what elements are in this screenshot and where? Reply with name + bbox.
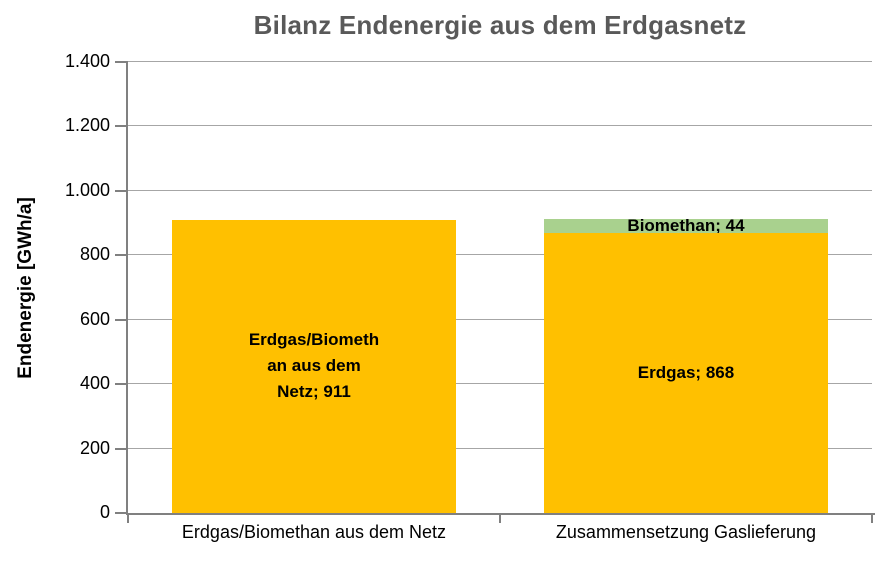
gridline bbox=[128, 254, 872, 256]
gridline bbox=[128, 61, 872, 62]
gridline bbox=[128, 318, 872, 320]
gridline bbox=[128, 447, 872, 449]
y-axis-title: Endenergie [GWh/a] bbox=[15, 197, 36, 379]
x-tick-mark bbox=[871, 515, 873, 523]
y-tick-mark bbox=[115, 512, 128, 514]
bar-data-label: Erdgas/Biometh an aus dem Netz; 911 bbox=[248, 330, 380, 402]
gridline bbox=[128, 125, 872, 127]
x-axis-line bbox=[126, 513, 875, 515]
bar-data-label: Erdgas; 868 bbox=[637, 363, 735, 383]
gridline bbox=[128, 189, 872, 191]
bar-segment-biomethan: Biomethan; 44 bbox=[544, 216, 828, 235]
y-tick-label: 1.400 bbox=[64, 51, 110, 71]
y-tick-label: 200 bbox=[79, 437, 110, 458]
x-category-label: Erdgas/Biomethan aus dem Netz bbox=[181, 522, 447, 542]
gridline bbox=[128, 383, 872, 385]
x-category-label: Zusammensetzung Gaslieferung bbox=[555, 522, 817, 542]
y-tick-label: 400 bbox=[79, 373, 110, 394]
y-tick-mark bbox=[115, 254, 128, 257]
bar-data-label: Biomethan; 44 bbox=[627, 216, 745, 236]
y-tick-mark bbox=[115, 318, 128, 321]
y-tick-mark bbox=[115, 189, 128, 192]
y-tick-label: 0 bbox=[99, 502, 110, 522]
y-tick-mark bbox=[115, 61, 128, 63]
x-tick-mark bbox=[127, 515, 129, 523]
chart-title: Bilanz Endenergie aus dem Erdgasnetz bbox=[253, 10, 747, 40]
bar-segment-erdgas: Erdgas; 868 bbox=[544, 233, 828, 513]
y-tick-mark bbox=[115, 125, 128, 128]
y-tick-mark bbox=[115, 383, 128, 386]
x-tick-mark bbox=[499, 515, 501, 523]
y-tick-label: 1.200 bbox=[64, 115, 110, 136]
bar: Biomethan; 44 Erdgas; 868 bbox=[544, 216, 828, 513]
y-tick-mark bbox=[115, 447, 128, 450]
bar-segment-erdgas-biomethan-aus-dem-netz: Erdgas/Biometh an aus dem Netz; 911 bbox=[172, 219, 456, 513]
y-tick-label: 800 bbox=[79, 244, 110, 265]
y-axis-line bbox=[126, 62, 128, 515]
plot-area: Erdgas/Biometh an aus dem Netz; 911 Biome… bbox=[128, 61, 872, 513]
y-tick-label: 1.000 bbox=[64, 179, 110, 200]
y-tick-label: 600 bbox=[79, 308, 110, 329]
bar: Erdgas/Biometh an aus dem Netz; 911 bbox=[172, 219, 456, 513]
